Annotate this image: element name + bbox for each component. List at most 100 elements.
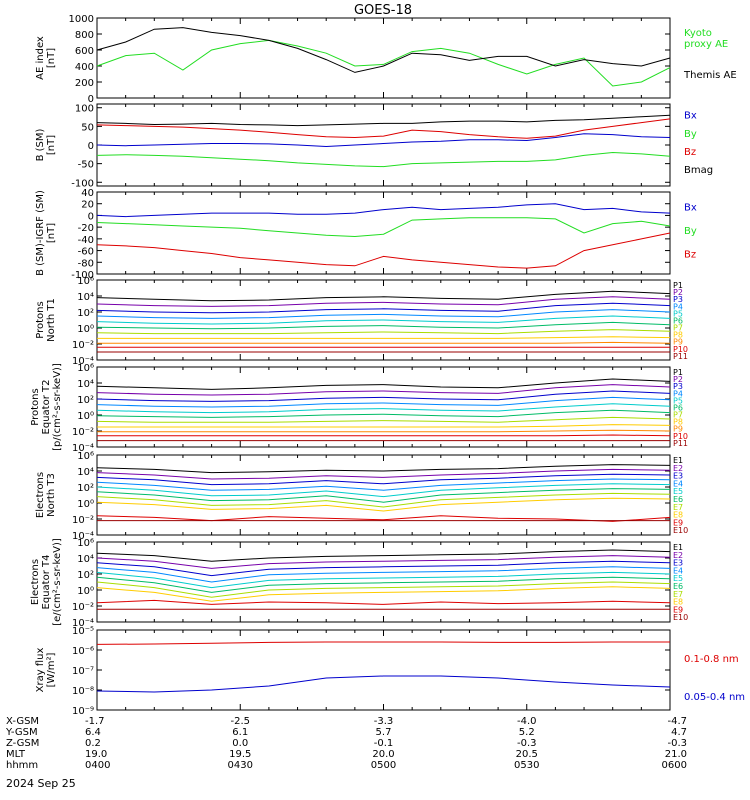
legend-item: P10 xyxy=(673,345,688,354)
ephemeris-label: hhmm xyxy=(6,760,38,771)
ylabel: Equator T2 xyxy=(41,380,52,435)
panel-2: 100 50 0 -50 -100 B (SM) [nT] Bx By Bz Bmag xyxy=(35,103,713,189)
series-line-e9 xyxy=(96,515,671,522)
legend-item: E1 xyxy=(673,456,683,465)
ephemeris-value: 5.7 xyxy=(376,727,392,738)
ephemeris-value: -4.7 xyxy=(667,716,687,727)
ephemeris-value: 6.4 xyxy=(85,727,101,738)
series-line-0-05-0-4-nm xyxy=(96,675,671,693)
ylabel: [e/(cm²-s-sr-keV)] xyxy=(52,538,63,626)
ytick-label: -50 xyxy=(78,160,94,171)
ephemeris-value: -0.1 xyxy=(374,738,394,749)
panel-5: 10⁶ 10⁴ 10² 10⁰ 10⁻² 10⁻⁴ Protons Equator T2 [p/… xyxy=(30,363,688,454)
ytick-label: 0 xyxy=(88,94,94,105)
series-line-themis-ae xyxy=(96,27,671,73)
ytick-label: 10⁰ xyxy=(77,411,94,422)
ytick-label: 10⁰ xyxy=(77,499,94,510)
legend-item: P4 xyxy=(673,389,683,398)
ephemeris-label: MLT xyxy=(6,749,26,760)
ytick-label: 10⁻⁴ xyxy=(72,531,94,542)
legend-item: E3 xyxy=(673,559,683,568)
ytick-label: 10⁻² xyxy=(72,427,94,438)
ylabel: Electrons xyxy=(30,559,41,605)
series-line-e6 xyxy=(96,488,671,503)
ytick-label: 10² xyxy=(77,570,94,581)
legend-item: P11 xyxy=(673,352,688,361)
legend-item: P5 xyxy=(673,396,683,405)
plot-frame xyxy=(96,541,671,623)
ylabel: [W/m²] xyxy=(46,652,57,687)
series-line-p3 xyxy=(96,302,671,314)
ylabel: Equator T4 xyxy=(41,555,52,610)
series-line-e5 xyxy=(96,483,671,498)
ephemeris-label: X-GSM xyxy=(6,716,39,727)
legend-item: E6 xyxy=(673,582,683,591)
legend-item: P3 xyxy=(673,295,683,304)
ephemeris-value: 20.0 xyxy=(372,749,394,760)
ytick-label: 40 xyxy=(81,188,94,199)
legend-item: P11 xyxy=(673,439,688,448)
ytick-label: 10⁻⁵ xyxy=(72,626,94,637)
ytick-label: 10² xyxy=(77,395,94,406)
legend-item: E1 xyxy=(673,543,683,552)
ytick-label: 600 xyxy=(75,46,94,57)
series-line-by xyxy=(96,217,671,238)
ytick-label: 1000 xyxy=(69,14,94,25)
legend-item: P9 xyxy=(673,425,683,434)
legend-item: E10 xyxy=(673,613,688,622)
legend-item: By xyxy=(684,129,697,140)
legend-item: proxy AE xyxy=(684,39,728,50)
series-line-e1 xyxy=(96,549,671,562)
ytick-label: -20 xyxy=(78,223,94,234)
ephemeris-value: 0.0 xyxy=(232,738,248,749)
ephemeris-value: -3.3 xyxy=(374,716,394,727)
legend-item: P8 xyxy=(673,418,683,427)
ephemeris-value: -0.3 xyxy=(667,738,687,749)
series-line-p6 xyxy=(96,321,671,330)
series-line-by xyxy=(96,151,671,168)
series-line-p8 xyxy=(97,336,671,339)
ytick-label: 100 xyxy=(75,104,94,115)
ylabel: AE index xyxy=(35,36,46,80)
ytick-label: 10⁻⁴ xyxy=(72,443,94,454)
plot-frame xyxy=(96,454,671,536)
panel-1: 1000 800 600 400 200 0 AE index [nT] Kyotoproxy … xyxy=(35,14,737,105)
series-line-p8 xyxy=(97,424,671,428)
ephemeris-value: 4.7 xyxy=(671,727,687,738)
ytick-label: 10⁻² xyxy=(72,340,94,351)
ytick-label: 10⁰ xyxy=(77,324,94,335)
series-line-p10 xyxy=(97,434,671,437)
ytick-label: 200 xyxy=(75,78,94,89)
ytick-label: 400 xyxy=(75,62,94,73)
ephemeris-value: 0530 xyxy=(514,760,539,771)
series-line-bx xyxy=(96,133,671,148)
ephemeris-value: 19.0 xyxy=(85,749,107,760)
series-line-e3 xyxy=(96,560,671,577)
date-label: 2024 Sep 25 xyxy=(6,777,76,790)
ephemeris-value: 21.0 xyxy=(665,749,687,760)
series-line-p7 xyxy=(96,416,671,423)
series-line-p9 xyxy=(97,341,671,344)
legend-item: E7 xyxy=(673,503,683,512)
legend-item: E4 xyxy=(673,566,683,575)
ephemeris-value: 19.5 xyxy=(229,749,251,760)
ephemeris-value: 5.2 xyxy=(519,727,535,738)
series-line-0-1-0-8-nm xyxy=(96,641,670,645)
ylabel: [nT] xyxy=(46,223,57,243)
series-line-kyoto-proxy-ae xyxy=(96,39,671,87)
ephemeris-value: 0500 xyxy=(371,760,396,771)
legend-item: E2 xyxy=(673,551,683,560)
ylabel: Protons xyxy=(30,388,41,425)
ytick-label: 10⁻⁶ xyxy=(72,646,94,657)
ytick-label: -80 xyxy=(78,258,94,269)
legend-item: P9 xyxy=(673,338,683,347)
series-line-e9 xyxy=(96,599,671,605)
ytick-label: 0 xyxy=(88,211,94,222)
legend-item: By xyxy=(684,226,697,237)
series-line-p3 xyxy=(96,390,671,402)
ylabel: B (SM) xyxy=(35,128,46,161)
ylabel: North T3 xyxy=(46,473,57,517)
series-line-e7 xyxy=(96,492,671,508)
ytick-label: 10² xyxy=(77,483,94,494)
